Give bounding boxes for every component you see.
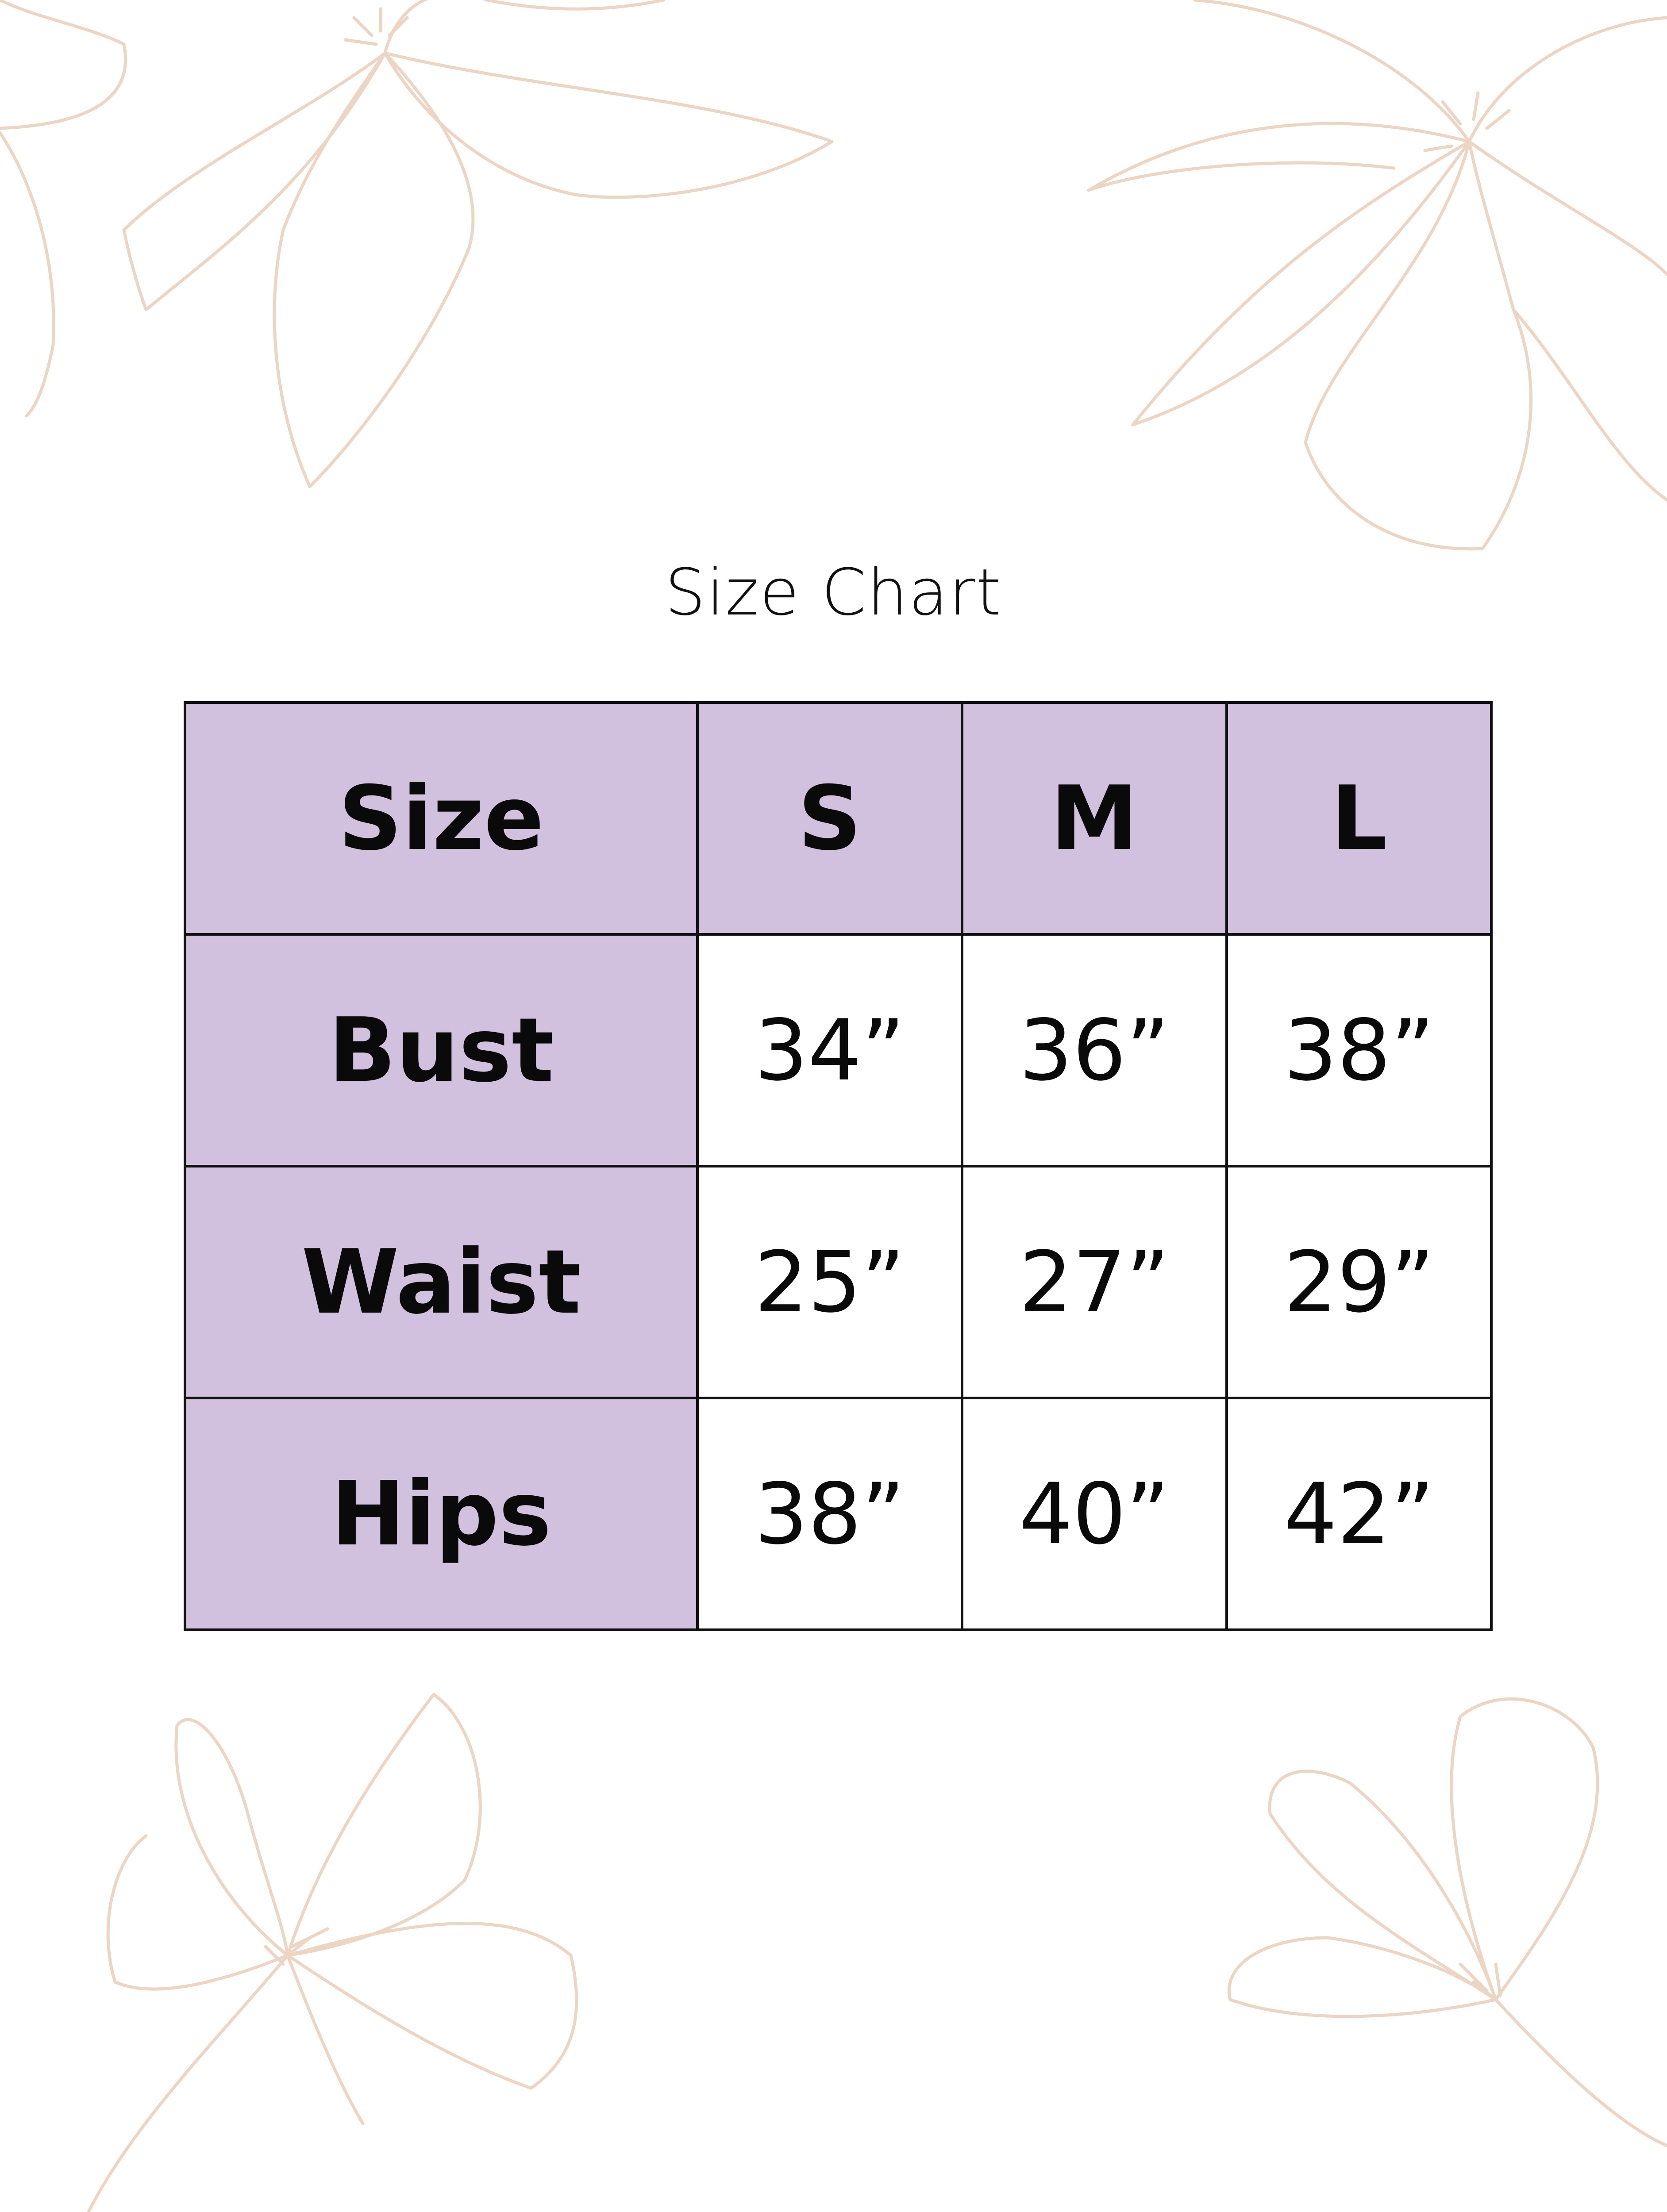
table-cell: 38” <box>696 1397 963 1631</box>
header-cell-m: M <box>961 701 1228 936</box>
flower-bottom-left-icon <box>87 1693 578 2212</box>
table-row: Bust 34” 36” 38” <box>184 933 1493 1167</box>
size-chart-table: Size S M L Bust 34” 36” 38” Waist 25” 27… <box>184 701 1493 1631</box>
header-cell-size: Size <box>184 701 699 936</box>
table-row: Hips 38” 40” 42” <box>184 1397 1493 1631</box>
table-row: Waist 25” 27” 29” <box>184 1165 1493 1399</box>
table-cell: 34” <box>696 933 963 1167</box>
table-cell: 38” <box>1225 933 1493 1167</box>
flower-top-right-icon <box>1087 0 1667 551</box>
header-cell-s: S <box>696 701 963 936</box>
page-title: Size Chart <box>665 555 1002 630</box>
flower-top-left-icon <box>0 0 834 488</box>
row-label-hips: Hips <box>184 1397 699 1631</box>
table-cell: 42” <box>1225 1397 1493 1631</box>
row-label-waist: Waist <box>184 1165 699 1399</box>
row-label-bust: Bust <box>184 933 699 1167</box>
table-cell: 40” <box>961 1397 1228 1631</box>
header-cell-l: L <box>1225 701 1493 936</box>
table-header-row: Size S M L <box>184 701 1493 936</box>
table-cell: 29” <box>1225 1165 1493 1399</box>
table-cell: 27” <box>961 1165 1228 1399</box>
flower-bottom-right-icon <box>1228 1697 1667 2147</box>
table-cell: 25” <box>696 1165 963 1399</box>
table-cell: 36” <box>961 933 1228 1167</box>
